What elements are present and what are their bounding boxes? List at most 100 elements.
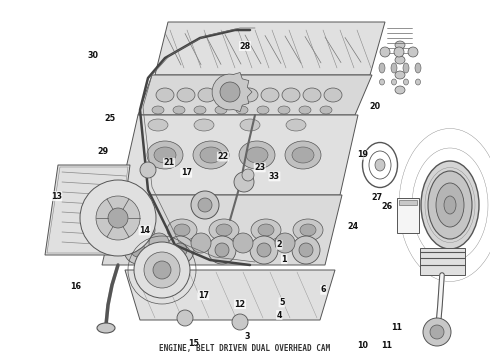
Circle shape — [153, 261, 171, 279]
Ellipse shape — [216, 224, 232, 236]
Circle shape — [232, 314, 248, 330]
Circle shape — [215, 243, 229, 257]
Circle shape — [191, 191, 219, 219]
Ellipse shape — [174, 224, 190, 236]
Text: 14: 14 — [139, 226, 150, 235]
Text: 28: 28 — [240, 41, 250, 50]
Ellipse shape — [395, 41, 405, 49]
Text: 16: 16 — [71, 282, 81, 291]
Circle shape — [96, 196, 140, 240]
Ellipse shape — [285, 141, 321, 169]
Text: 10: 10 — [357, 341, 368, 350]
Circle shape — [108, 208, 128, 228]
Polygon shape — [155, 22, 385, 75]
Ellipse shape — [395, 71, 405, 79]
Text: 29: 29 — [98, 148, 108, 156]
Ellipse shape — [379, 63, 385, 73]
Ellipse shape — [278, 106, 290, 114]
Ellipse shape — [236, 106, 248, 114]
Ellipse shape — [421, 161, 479, 249]
Circle shape — [131, 243, 145, 257]
Ellipse shape — [320, 106, 332, 114]
Text: 22: 22 — [218, 152, 228, 161]
Ellipse shape — [444, 196, 456, 214]
Ellipse shape — [97, 323, 115, 333]
Ellipse shape — [391, 63, 397, 73]
Text: 6: 6 — [320, 285, 326, 294]
Ellipse shape — [154, 147, 176, 163]
Ellipse shape — [177, 88, 195, 102]
Text: ENGINE, BELT DRIVEN DUAL OVERHEAD CAM: ENGINE, BELT DRIVEN DUAL OVERHEAD CAM — [159, 343, 331, 352]
Ellipse shape — [240, 88, 258, 102]
Ellipse shape — [132, 224, 148, 236]
Circle shape — [408, 47, 418, 57]
Circle shape — [144, 252, 180, 288]
Ellipse shape — [193, 141, 229, 169]
Text: 33: 33 — [269, 172, 280, 181]
Ellipse shape — [300, 224, 316, 236]
Circle shape — [234, 172, 254, 192]
Polygon shape — [120, 115, 358, 195]
Ellipse shape — [167, 219, 197, 241]
Text: 2: 2 — [276, 240, 282, 249]
Circle shape — [257, 243, 271, 257]
Ellipse shape — [194, 119, 214, 131]
Text: 25: 25 — [105, 114, 116, 123]
Text: 5: 5 — [279, 298, 285, 307]
Text: 27: 27 — [372, 193, 383, 202]
Circle shape — [80, 180, 156, 256]
Text: 30: 30 — [88, 51, 98, 60]
Circle shape — [250, 236, 278, 264]
Circle shape — [220, 82, 240, 102]
Ellipse shape — [428, 171, 472, 239]
Polygon shape — [420, 248, 465, 275]
Bar — [399, 200, 417, 205]
Ellipse shape — [299, 106, 311, 114]
Circle shape — [233, 233, 253, 253]
Ellipse shape — [215, 106, 227, 114]
Ellipse shape — [436, 183, 464, 227]
Circle shape — [191, 233, 211, 253]
Text: 3: 3 — [245, 332, 250, 341]
Ellipse shape — [395, 56, 405, 64]
Ellipse shape — [403, 79, 409, 85]
Circle shape — [177, 310, 193, 326]
Text: 4: 4 — [276, 310, 282, 320]
Polygon shape — [45, 165, 130, 255]
Circle shape — [292, 236, 320, 264]
Text: 19: 19 — [357, 150, 368, 159]
Circle shape — [242, 169, 254, 181]
Text: 21: 21 — [164, 158, 174, 167]
Circle shape — [124, 236, 152, 264]
Circle shape — [198, 198, 212, 212]
Ellipse shape — [416, 79, 420, 85]
Ellipse shape — [209, 219, 239, 241]
Text: 11: 11 — [382, 341, 392, 350]
Ellipse shape — [292, 147, 314, 163]
Circle shape — [140, 162, 156, 178]
Ellipse shape — [375, 159, 385, 171]
Ellipse shape — [147, 141, 183, 169]
Circle shape — [430, 325, 444, 339]
Text: 12: 12 — [235, 300, 245, 309]
Circle shape — [275, 233, 295, 253]
Polygon shape — [125, 270, 335, 320]
Ellipse shape — [152, 106, 164, 114]
Text: 15: 15 — [188, 339, 199, 348]
Text: 26: 26 — [382, 202, 392, 211]
Text: 23: 23 — [254, 163, 265, 172]
Circle shape — [173, 243, 187, 257]
Circle shape — [380, 47, 390, 57]
Polygon shape — [212, 72, 252, 112]
Circle shape — [299, 243, 313, 257]
Text: 20: 20 — [369, 102, 380, 111]
Ellipse shape — [219, 88, 237, 102]
Ellipse shape — [286, 119, 306, 131]
Circle shape — [394, 47, 404, 57]
Text: 17: 17 — [198, 291, 209, 300]
Ellipse shape — [156, 88, 174, 102]
Ellipse shape — [415, 63, 421, 73]
Ellipse shape — [125, 219, 155, 241]
Circle shape — [149, 233, 169, 253]
Ellipse shape — [200, 147, 222, 163]
